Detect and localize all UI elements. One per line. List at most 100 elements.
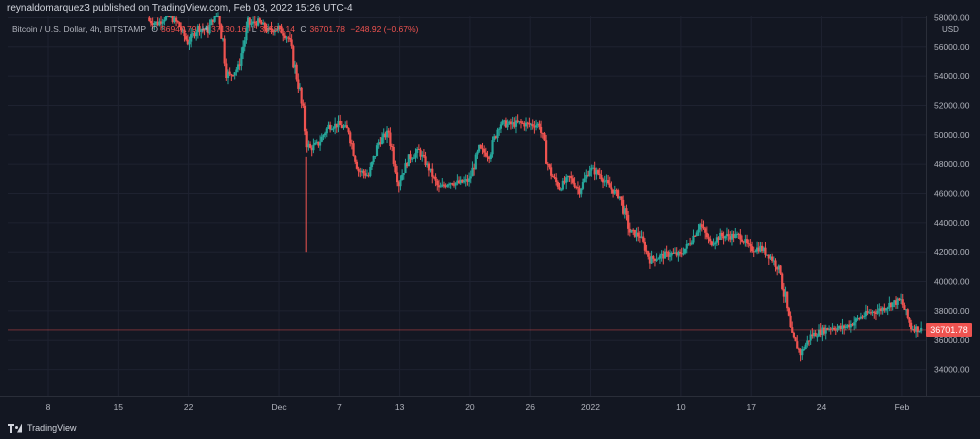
candle-body [883,307,886,311]
candle-body [402,173,405,175]
price-tick-label: 56000.00 [934,42,970,52]
candle-body [799,349,802,356]
candle-body [590,167,593,171]
time-tick-label: 17 [746,402,756,412]
tradingview-logo-icon [8,423,22,433]
candle-body [670,252,673,256]
candle-body [595,170,598,175]
candle-body [359,171,362,173]
candle-body [704,228,707,233]
candle-body [365,175,369,177]
candle-body [417,148,420,150]
candle-body [317,141,320,146]
candle-body [566,176,569,178]
candle-body [245,27,248,41]
candle-body [769,256,772,259]
candle-body [474,154,477,170]
candle-body [776,266,779,270]
candle-body [238,64,241,66]
candle-body [555,177,558,182]
candle-body [265,28,268,32]
candle-body [560,189,563,191]
candle-body [394,163,397,173]
candle-body [220,24,223,39]
candle-body [498,128,501,130]
candle-body [191,33,194,35]
candle-body [764,247,767,255]
candle-body [327,124,330,129]
candle-body [911,328,914,330]
candle-body [766,254,769,256]
candle-body [473,167,476,170]
time-axis: 8 15 22 Dec 7 13 20 26 2022 10 17 24 Feb [0,396,980,412]
candle-body [406,163,409,167]
candle-body [817,329,821,337]
candle-body [533,126,536,128]
candle-body [504,120,508,128]
candle-body [812,332,816,337]
candle-body [658,255,662,259]
candle-body [898,298,901,301]
candle-body [653,258,657,261]
candle-body [200,29,203,32]
candle-body [633,229,636,237]
candle-body [732,233,735,238]
candle-body [771,256,774,261]
candle-body [178,22,181,27]
price-tick-label: 42000.00 [934,247,970,257]
candle-body [660,253,663,256]
candle-body [617,190,620,199]
candle-body [258,18,261,23]
candle-body [541,132,544,134]
candle-body [325,128,328,134]
candle-body [524,122,528,127]
close-label: C [300,24,307,34]
candle-body [682,253,685,255]
candle-body [620,196,623,200]
candle-body [720,232,724,237]
candle-body [685,243,688,249]
candle-body [531,124,534,127]
candle-body [774,260,777,267]
candle-body [324,133,327,136]
candle-body [755,247,759,252]
candle-body [243,40,246,47]
candle-body [476,151,479,155]
candle-body [278,25,281,27]
candle-body [568,176,571,178]
candle-body [601,179,605,183]
candle-body [457,180,461,184]
candle-body [700,224,703,227]
candle-body [858,318,861,320]
candle-body [749,243,752,247]
candle-body [545,140,548,164]
candle-body [195,32,198,37]
candle-body [695,232,698,237]
candle-body [692,235,695,243]
candle-body [866,310,869,314]
candle-body [228,71,231,75]
candle-body [171,16,174,23]
candle-body [491,140,494,155]
candle-body [673,252,677,254]
candle-body [826,328,829,330]
candle-body [893,300,896,303]
candle-body [374,155,377,157]
tradingview-logo[interactable]: TradingView [8,423,77,433]
candle-body [377,142,380,146]
candle-body [752,251,755,253]
candle-body [352,143,355,156]
candle-body [652,256,655,259]
candle-body [240,53,243,66]
candle-body [754,251,757,253]
price-tick-label: 50000.00 [934,130,970,140]
candle-body [672,252,675,254]
candle-body [536,123,539,126]
candle-body [158,21,161,26]
candle-body [427,163,431,171]
candle-body [483,148,486,153]
candle-body [422,154,425,157]
candle-body [267,27,270,32]
candle-body [724,236,727,239]
